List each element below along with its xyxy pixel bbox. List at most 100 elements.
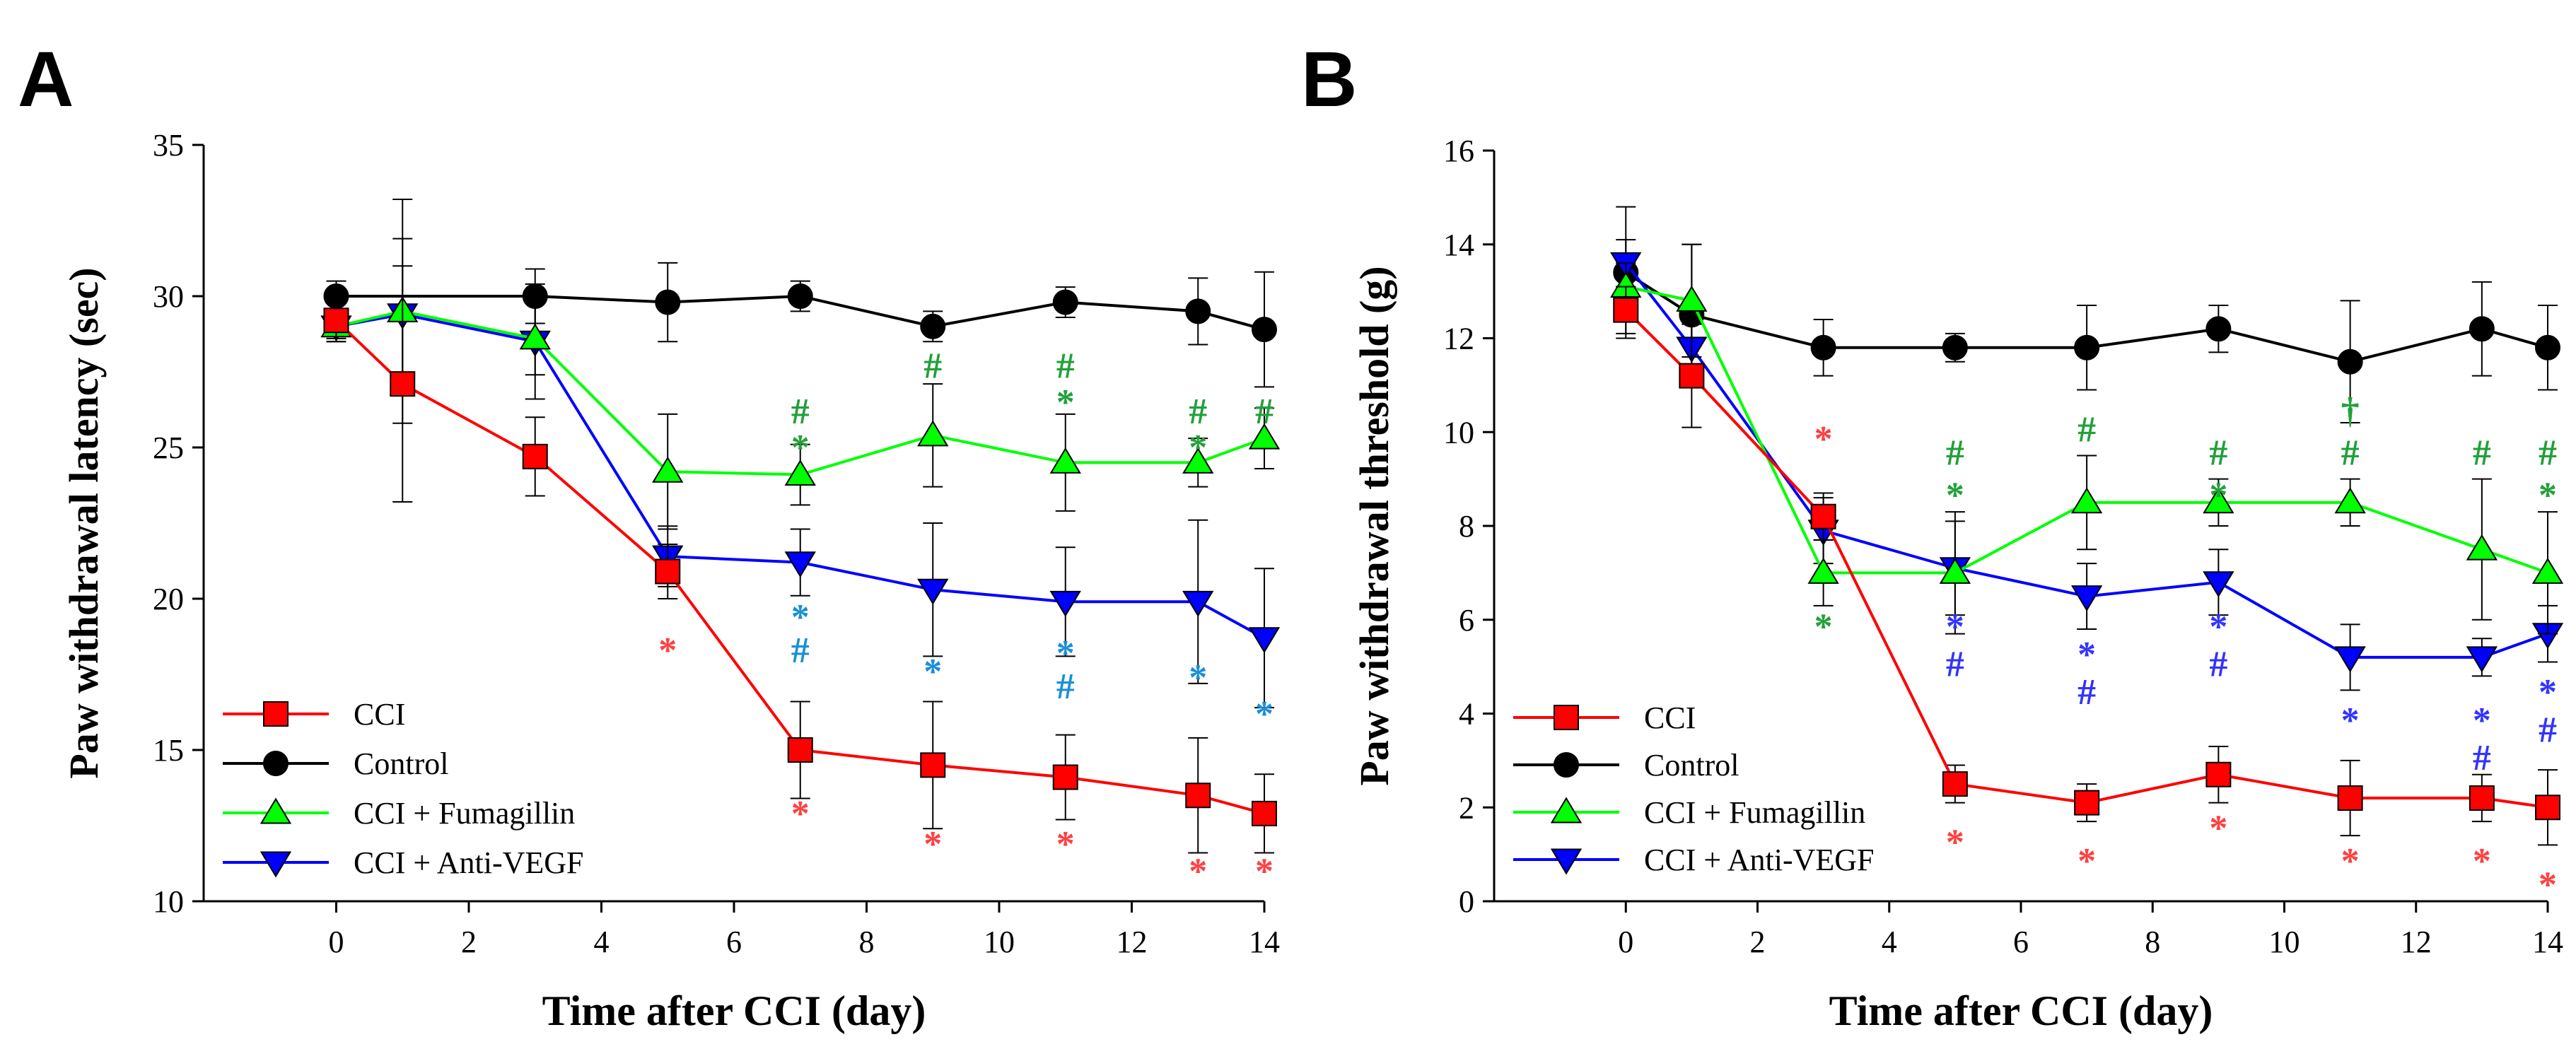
significance-marker: * — [1255, 694, 1274, 734]
series-cci — [1613, 286, 2560, 846]
data-point-cci — [2337, 785, 2363, 811]
significance-marker: * — [2539, 475, 2557, 515]
series-fumagillin — [1610, 243, 2564, 635]
significance-marker: # — [2539, 433, 2557, 474]
data-point-antivegf — [2334, 646, 2366, 673]
legend-label: CCI — [1644, 701, 1696, 735]
significance-marker: * — [2473, 701, 2491, 741]
x-tick-label: 10 — [2269, 925, 2300, 959]
significance-marker: # — [791, 631, 810, 671]
panel-a: A 10 15 20 25 30 35 0 2 4 6 8 10 12 14 Time after CCI (… — [18, 36, 1281, 1034]
data-point-fumagillin — [2334, 487, 2366, 514]
x-tick-label: 14 — [1249, 925, 1280, 959]
significance-marker: * — [2209, 606, 2227, 647]
significance-marker: * — [1056, 633, 1075, 674]
data-point-cci — [323, 307, 349, 334]
significance-marker: * — [1946, 475, 1964, 515]
significance-marker: # — [1946, 433, 1964, 474]
data-point-cci — [2074, 790, 2100, 816]
data-point-cci — [1679, 363, 1705, 389]
x-tick-label: 2 — [461, 925, 477, 959]
legend-label: CCI + Anti-VEGF — [354, 845, 584, 880]
significance-marker: # — [2077, 672, 2096, 713]
data-point-fumagillin — [519, 323, 551, 350]
data-point-fumagillin — [784, 459, 816, 486]
legend: CCI Control CCI + Fumagillin CCI + Anti-VEG… — [223, 697, 584, 880]
significance-marker: # — [1255, 392, 1274, 432]
legend-label: Control — [1644, 748, 1739, 783]
legend-label: CCI + Fumagillin — [354, 796, 575, 831]
data-point-fumagillin — [2466, 534, 2498, 561]
x-tick-label: 4 — [594, 925, 610, 959]
data-point-control — [1252, 317, 1277, 343]
data-point-fumagillin — [1676, 285, 1708, 312]
y-tick-label: 16 — [1443, 134, 1474, 168]
data-point-cci — [390, 371, 416, 397]
data-point-fumagillin — [917, 420, 949, 447]
significance-marker: * — [1056, 824, 1075, 865]
data-point-antivegf — [784, 551, 816, 578]
x-tick-label: 0 — [1618, 925, 1633, 959]
significance-marker: * — [1946, 606, 1964, 647]
data-point-fumagillin — [1807, 557, 1839, 584]
data-point-fumagillin — [2203, 487, 2234, 514]
data-point-cci — [1810, 503, 1836, 529]
significance-marker: # — [2473, 738, 2491, 778]
y-tick-label: 12 — [1443, 322, 1474, 356]
panel-b: B 0 2 4 6 8 10 12 14 16 0 2 4 6 8 10 12 14 Time after CCI … — [1301, 36, 2564, 1034]
y-tick-label: 10 — [1443, 415, 1474, 450]
x-tick-label: 6 — [2013, 925, 2029, 959]
x-tick-label: 6 — [726, 925, 742, 959]
significance-marker: * — [2539, 672, 2557, 713]
significance-marker: * — [1255, 851, 1274, 891]
significance-marker: * — [1189, 851, 1207, 891]
y-tick-label: 6 — [1459, 603, 1474, 638]
data-point-cci — [2469, 785, 2495, 811]
data-point-cci — [522, 443, 548, 469]
data-point-fumagillin — [1248, 423, 1281, 450]
significance-marker: * — [1056, 382, 1075, 423]
data-point-control — [1810, 334, 1836, 361]
legend-marker-fumagillin — [1550, 797, 1583, 824]
legend-marker-cci — [263, 701, 289, 727]
data-point-fumagillin — [2070, 487, 2103, 514]
significance-marker: * — [2539, 865, 2557, 905]
legend-label: CCI + Fumagillin — [1644, 795, 1865, 830]
data-point-fumagillin — [1939, 557, 1971, 584]
x-tick-label: 8 — [2145, 925, 2160, 959]
significance-marker: # — [1056, 667, 1075, 707]
data-point-cci — [2535, 795, 2560, 821]
significance-marker: * — [791, 428, 810, 468]
x-tick-label: 0 — [329, 925, 344, 959]
legend-label: Control — [354, 746, 448, 781]
legend-marker-antivegf — [260, 851, 292, 878]
data-point-control — [1942, 334, 1968, 361]
x-tick-label: 10 — [984, 925, 1015, 959]
data-point-control — [2205, 316, 2232, 342]
significance-marker: # — [2539, 710, 2557, 750]
significance-marker: * — [2209, 809, 2227, 849]
significance-marker: # — [2341, 433, 2360, 474]
series-control — [323, 262, 1277, 388]
significance-marker: † — [2341, 391, 2360, 431]
data-point-antivegf — [917, 578, 949, 605]
significance-marker: # — [2077, 410, 2096, 450]
data-point-fumagillin — [1182, 447, 1214, 474]
x-tick-label: 14 — [2532, 925, 2563, 959]
panel-letter: A — [18, 36, 74, 123]
series-control — [1613, 206, 2560, 423]
legend-label: CCI — [354, 697, 405, 732]
x-tick-label: 4 — [1882, 925, 1897, 959]
legend-marker-fumagillin — [260, 797, 292, 824]
data-point-antivegf — [2070, 585, 2103, 612]
significance-marker: * — [1189, 428, 1207, 468]
y-tick-label: 15 — [153, 733, 184, 768]
series-fumagillin — [320, 199, 1281, 530]
data-point-control — [2469, 316, 2495, 342]
data-point-antivegf — [2203, 571, 2234, 598]
significance-marker: # — [1946, 644, 1964, 684]
significance-marker: * — [2341, 701, 2360, 741]
significance-marker: # — [2473, 433, 2491, 474]
data-point-antivegf — [1049, 590, 1081, 617]
y-axis-label: Paw withdrawal latency (sec) — [61, 267, 107, 778]
